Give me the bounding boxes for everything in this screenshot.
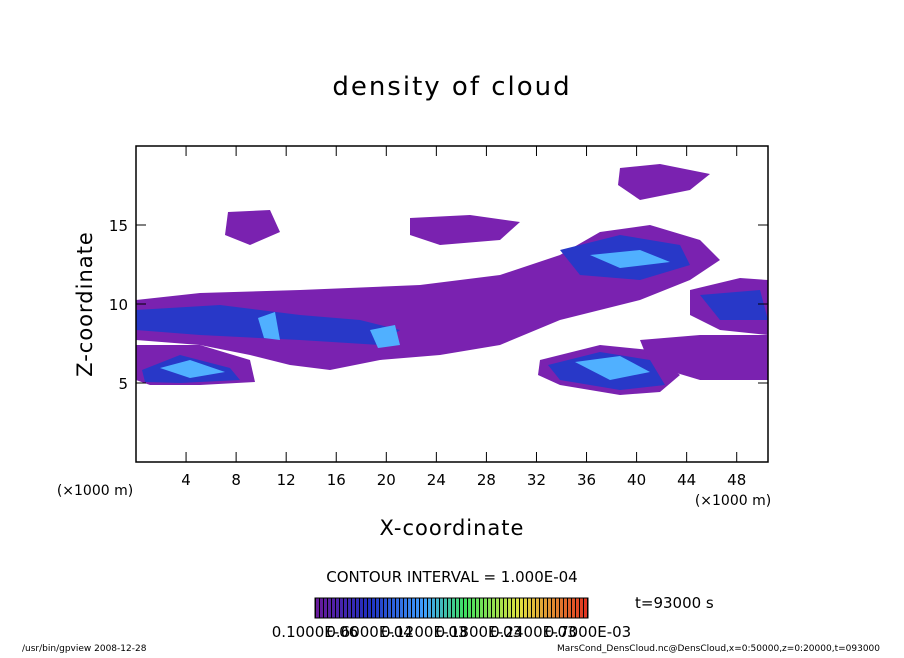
colorbar-label: 0.1200E-03	[381, 623, 467, 641]
footer-right: MarsCond_DensCloud.nc@DensCloud,x=0:5000…	[557, 644, 880, 654]
x-unit: (×1000 m)	[695, 493, 771, 509]
footer-left: /usr/bin/gpview 2008-12-28	[22, 644, 147, 654]
colorbar-label: 0.7000E-03	[545, 623, 631, 641]
x-tick-label: 28	[477, 471, 496, 489]
x-tick-label: 8	[231, 471, 241, 489]
y-axis-title: Z-coordinate	[73, 231, 97, 377]
colorbar-label: 0.1000E-06	[272, 623, 358, 641]
x-tick-label: 16	[327, 471, 346, 489]
x-tick-label: 32	[527, 471, 546, 489]
x-tick-label: 12	[277, 471, 296, 489]
y-tick-label: 10	[109, 296, 128, 314]
chart-title: density of cloud	[332, 72, 571, 102]
x-tick-label: 44	[677, 471, 696, 489]
cloud-field	[136, 164, 768, 395]
y-tick-label: 5	[118, 375, 128, 393]
colorbar-label: 0.1800E-03	[436, 623, 522, 641]
x-unit: (×1000 m)	[57, 483, 133, 499]
colorbar-label: 0.6000E-04	[326, 623, 412, 641]
x-tick-label: 40	[627, 471, 646, 489]
x-tick-label: 20	[377, 471, 396, 489]
x-tick-label: 4	[181, 471, 191, 489]
time-label: t=93000 s	[635, 594, 714, 612]
y-tick-label: 15	[109, 217, 128, 235]
x-tick-label: 48	[727, 471, 746, 489]
x-axis-title: X-coordinate	[380, 516, 525, 540]
colorbar-label: 0.2400E-03	[490, 623, 576, 641]
x-tick-label: 24	[427, 471, 446, 489]
colorbar-frame	[314, 597, 589, 619]
contour-interval: CONTOUR INTERVAL = 1.000E-04	[326, 568, 577, 586]
x-tick-label: 36	[577, 471, 596, 489]
